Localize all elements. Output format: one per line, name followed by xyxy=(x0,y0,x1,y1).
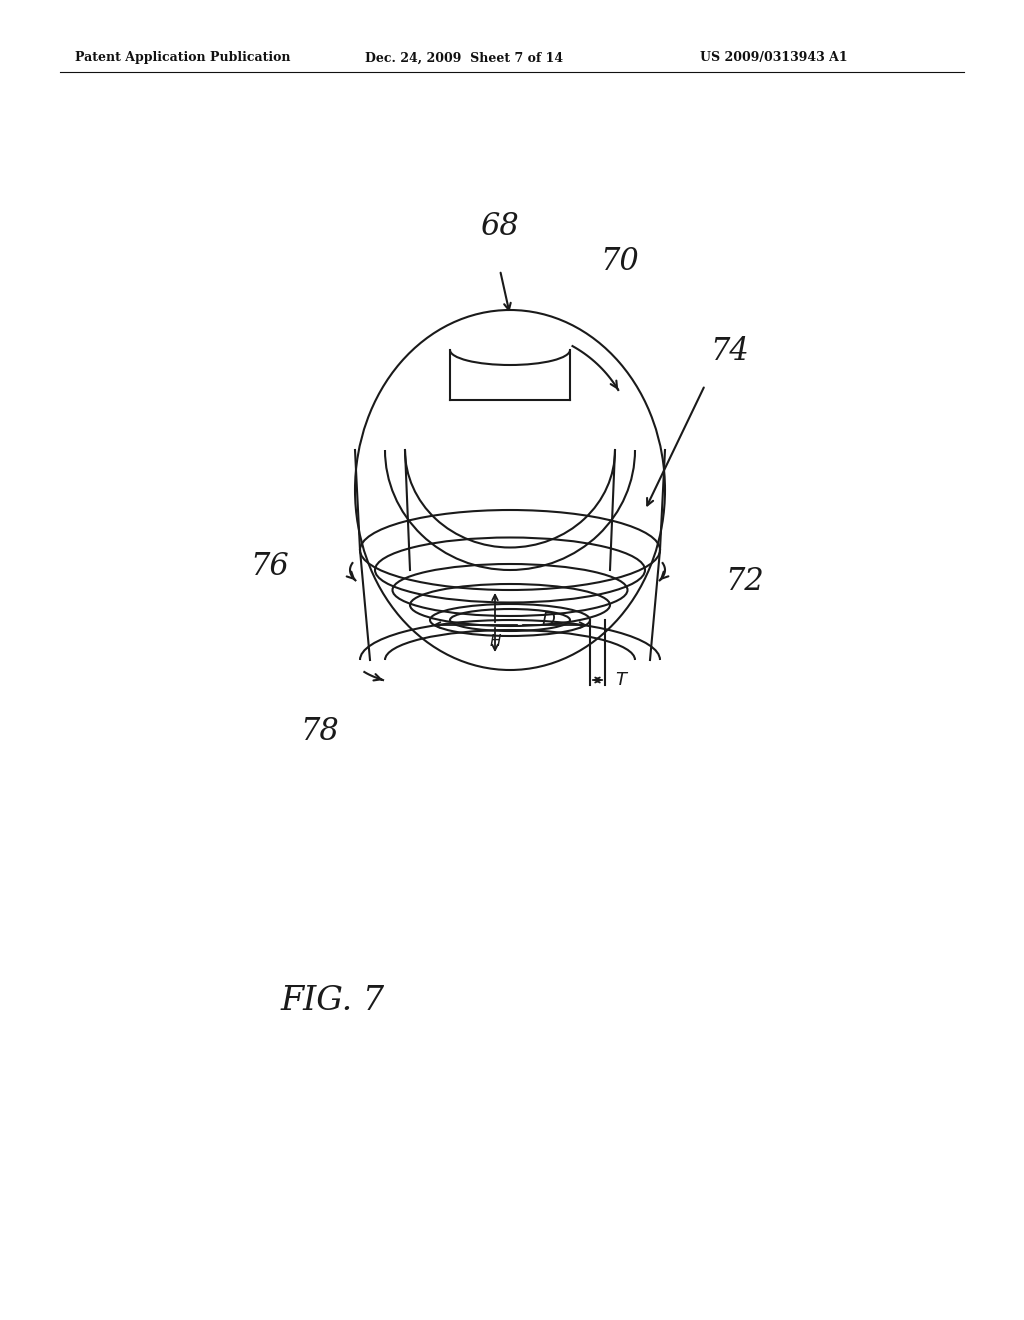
Text: FIG. 7: FIG. 7 xyxy=(280,985,384,1016)
Text: 74: 74 xyxy=(710,337,749,367)
Text: Patent Application Publication: Patent Application Publication xyxy=(75,51,291,65)
Text: D: D xyxy=(542,611,556,630)
Text: 72: 72 xyxy=(725,566,764,597)
Text: 76: 76 xyxy=(250,550,289,582)
Text: Dec. 24, 2009  Sheet 7 of 14: Dec. 24, 2009 Sheet 7 of 14 xyxy=(365,51,563,65)
Text: H: H xyxy=(489,635,501,649)
Text: 68: 68 xyxy=(480,211,519,242)
Text: US 2009/0313943 A1: US 2009/0313943 A1 xyxy=(700,51,848,65)
Text: 78: 78 xyxy=(300,715,339,747)
Text: 70: 70 xyxy=(600,246,639,277)
Text: T: T xyxy=(615,671,626,689)
